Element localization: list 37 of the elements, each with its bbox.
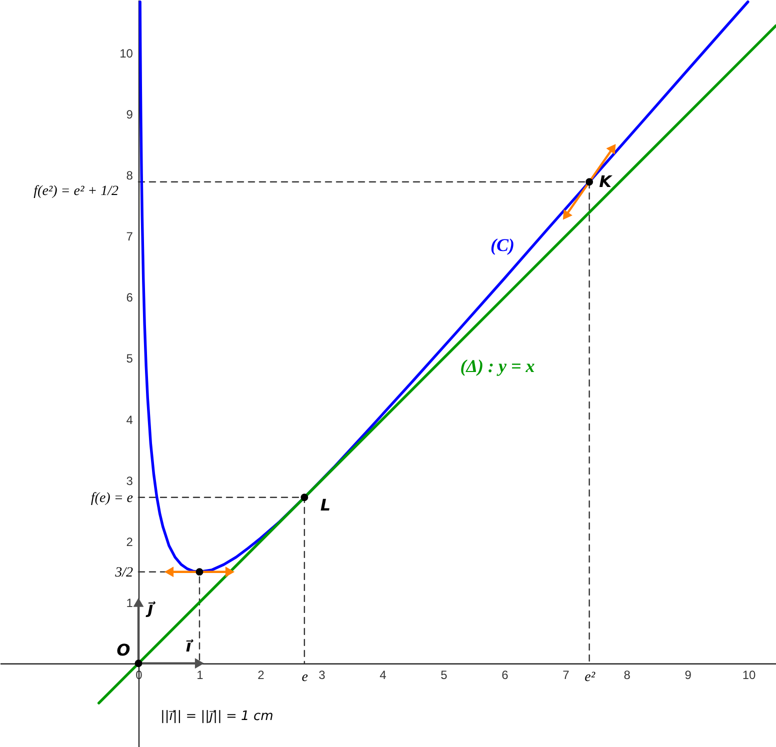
point [300,494,308,502]
annotation: K [599,172,614,191]
x-tick-label: 10 [742,668,756,682]
x-tick-label: e² [584,670,596,685]
annotation: ||i⃗|| = ||j⃗|| = 1 cm [160,709,274,724]
y-tick-label: 5 [126,352,134,366]
y-tick-label: 3/2 [114,565,133,580]
annotation: O [116,640,131,660]
y-tick-label: 6 [126,290,134,305]
point [134,660,142,668]
annotation: i⃗ [186,636,194,656]
point [586,178,594,186]
x-tick-label: 2 [258,668,265,682]
x-tick-label: 4 [380,668,387,682]
x-tick-label: e [302,670,308,685]
y-tick-label: 9 [126,108,134,122]
y-tick-label: 3 [126,474,134,488]
annotation: j⃗ [144,598,156,618]
y-tick-label: 10 [120,46,134,61]
x-tick-label: 8 [624,668,631,682]
x-tick-label: 3 [318,668,326,682]
y-tick-label: 2 [126,534,134,549]
x-tick-label: 1 [196,668,204,682]
series-label: (C) [490,234,515,255]
x-tick-label: 6 [502,668,509,682]
y-tick-label: f(e) = e [90,490,133,506]
annotation: L [320,495,331,514]
series-label: (Δ) : y = x [460,356,535,376]
x-tick-label: 9 [684,668,692,682]
y-tick-label: 4 [126,412,134,427]
point [196,568,204,576]
y-tick-label: 8 [126,168,134,183]
annotation: f(e²) = e² + 1/2 [34,184,118,199]
x-tick-label: 7 [562,668,570,682]
y-tick-label: 7 [126,230,134,244]
x-tick-label: 5 [440,668,448,682]
y-tick-label: 1 [126,596,134,610]
